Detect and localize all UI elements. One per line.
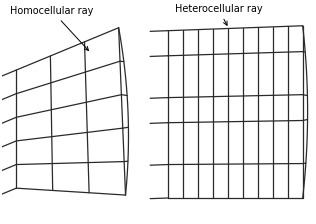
Text: Heterocellular ray: Heterocellular ray bbox=[175, 4, 262, 25]
Text: Homocellular ray: Homocellular ray bbox=[10, 6, 94, 50]
